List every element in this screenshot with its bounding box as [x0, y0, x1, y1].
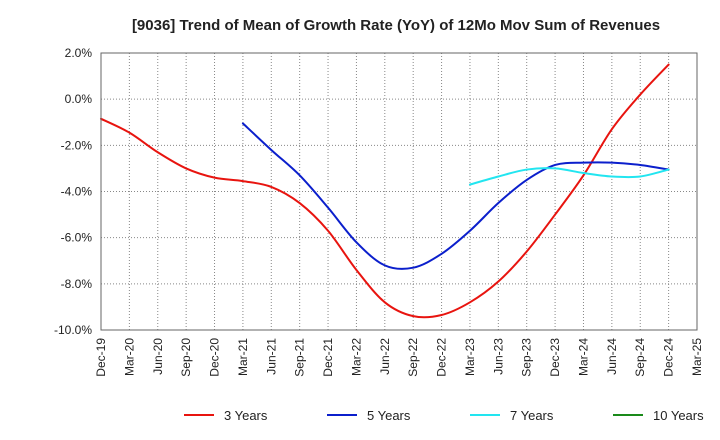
y-tick-label: -2.0%	[61, 138, 93, 152]
x-tick-label: Dec-21	[321, 338, 335, 377]
x-axis-ticks: Dec-19 Mar-20 Jun-20 Sep-20 Dec-20 Mar-21 Jun-…	[94, 338, 704, 377]
series-line-5-years	[241, 122, 670, 270]
x-tick-label: Jun-22	[378, 338, 392, 375]
x-tick-label: Jun-20	[151, 338, 165, 375]
x-tick-label: Mar-25	[690, 338, 704, 376]
x-tick-label: Jun-21	[264, 338, 278, 375]
x-tick-label: Mar-24	[576, 338, 590, 376]
y-axis-ticks: 2.0% 0.0% -2.0% -4.0% -6.0% -8.0% -10.0%	[54, 46, 92, 337]
y-tick-label: -10.0%	[54, 323, 92, 337]
legend-label-10-years: 10 Years	[653, 408, 704, 423]
y-tick-label: 2.0%	[65, 46, 93, 60]
x-tick-label: Mar-21	[236, 338, 250, 376]
x-tick-label: Sep-24	[633, 338, 647, 377]
y-tick-label: -6.0%	[61, 231, 93, 245]
x-tick-label: Dec-20	[208, 338, 222, 377]
x-tick-label: Mar-22	[349, 338, 363, 376]
x-tick-label: Sep-20	[179, 338, 193, 377]
legend-label-7-years: 7 Years	[510, 408, 554, 423]
chart-title: [9036] Trend of Mean of Growth Rate (YoY…	[132, 17, 660, 34]
x-tick-label: Mar-20	[122, 338, 136, 376]
x-tick-label: Sep-22	[406, 338, 420, 377]
x-tick-label: Jun-23	[491, 338, 505, 375]
series-line-3-years	[100, 63, 670, 319]
grid	[101, 53, 697, 330]
x-tick-label: Sep-23	[520, 338, 534, 377]
x-tick-label: Sep-21	[293, 338, 307, 377]
x-tick-label: Dec-24	[662, 338, 676, 377]
x-tick-label: Jun-24	[605, 338, 619, 375]
x-tick-label: Dec-23	[548, 338, 562, 377]
y-tick-label: -8.0%	[61, 277, 93, 291]
series-lines	[100, 63, 670, 319]
x-tick-label: Mar-23	[463, 338, 477, 376]
legend: 3 Years 5 Years 7 Years 10 Years	[184, 408, 704, 423]
y-tick-label: -4.0%	[61, 185, 93, 199]
y-tick-label: 0.0%	[65, 92, 93, 106]
legend-label-3-years: 3 Years	[224, 408, 268, 423]
x-tick-label: Dec-22	[435, 338, 449, 377]
legend-label-5-years: 5 Years	[367, 408, 411, 423]
series-line-7-years	[468, 167, 670, 186]
x-tick-label: Dec-19	[94, 338, 108, 377]
plot-frame	[100, 52, 698, 331]
